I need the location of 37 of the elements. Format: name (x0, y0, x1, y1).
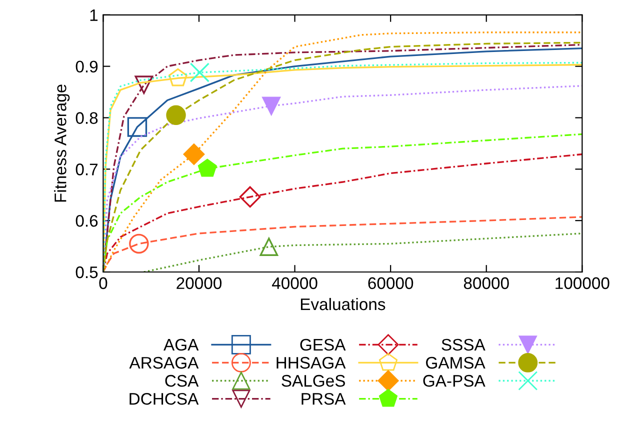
y-tick-label: 1 (90, 9, 98, 21)
point (190, 62, 210, 82)
x-tick-label: 40000 (272, 277, 318, 290)
point (239, 186, 261, 208)
legend-label: ARSAGA (129, 356, 199, 369)
x-axis-title: Evaluations (300, 298, 386, 310)
legend-label: GA-PSA (423, 374, 486, 387)
legend-label: AGA (164, 338, 199, 351)
x-tick-label: 20000 (176, 277, 222, 290)
point (134, 76, 154, 94)
y-tick-label: 0.9 (76, 60, 98, 73)
x-tick-label: 80000 (464, 277, 509, 290)
y-tick-label: 0.5 (76, 266, 98, 278)
point (168, 68, 188, 86)
point (183, 144, 205, 165)
point (198, 158, 217, 177)
point (127, 117, 148, 137)
legend-label: PRSA (302, 392, 346, 405)
legend-label: DCHCSA (130, 392, 199, 405)
y-tick-label: 0.8 (76, 112, 98, 124)
legend-label: HHSAGA (276, 356, 346, 369)
legend-label: GAMSA (426, 356, 486, 369)
point (262, 96, 280, 116)
y-tick-label: 0.6 (76, 214, 98, 227)
line-series (143, 232, 582, 272)
point (166, 105, 186, 126)
legend-label: SALGeS (282, 374, 345, 387)
point (129, 234, 149, 254)
legend-label: SSSA (442, 338, 486, 351)
x-tick-label: 60000 (368, 277, 414, 290)
legend-label: GESA (300, 338, 346, 351)
legend-label: CSA (165, 374, 199, 387)
point (260, 238, 278, 256)
x-tick-label: 0 (99, 277, 108, 290)
y-axis-title: Fitness Average (54, 84, 70, 202)
y-tick-label: 0.7 (76, 164, 98, 176)
x-tick-label: 100000 (556, 277, 610, 290)
